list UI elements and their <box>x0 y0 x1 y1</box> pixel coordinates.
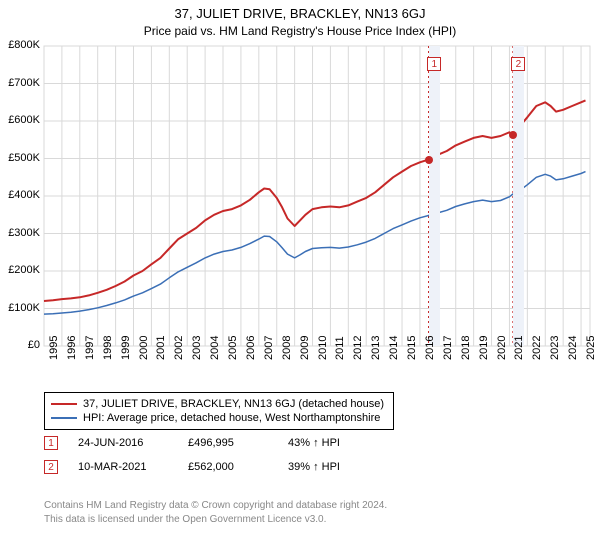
legend-item: 37, JULIET DRIVE, BRACKLEY, NN13 6GJ (de… <box>51 397 387 411</box>
x-tick-label: 2024 <box>567 352 579 360</box>
sale-price: £562,000 <box>188 461 288 473</box>
sale-delta: 39% ↑ HPI <box>288 461 378 473</box>
x-tick-label: 2001 <box>155 352 167 360</box>
footer-line-1: Contains HM Land Registry data © Crown c… <box>44 499 387 513</box>
plot-svg <box>44 46 590 346</box>
x-tick-label: 2014 <box>388 352 400 360</box>
x-tick-label: 1997 <box>84 352 96 360</box>
sale-row: 2 10-MAR-2021£562,00039% ↑ HPI <box>44 460 378 474</box>
y-tick-label: £700K <box>0 77 40 89</box>
x-tick-label: 2025 <box>585 352 597 360</box>
sale-dot <box>425 156 433 164</box>
sale-dot <box>509 131 517 139</box>
x-tick-label: 2021 <box>513 352 525 360</box>
x-tick-label: 2010 <box>317 352 329 360</box>
legend-label: 37, JULIET DRIVE, BRACKLEY, NN13 6GJ (de… <box>83 398 384 410</box>
sale-marker-inline: 1 <box>44 436 58 450</box>
x-tick-label: 2016 <box>424 352 436 360</box>
x-tick-label: 1999 <box>120 352 132 360</box>
legend-swatch <box>51 417 77 419</box>
sale-marker-2: 2 <box>511 57 525 71</box>
plot-area: 12 <box>44 46 590 346</box>
x-tick-label: 2006 <box>245 352 257 360</box>
x-tick-label: 2007 <box>263 352 275 360</box>
legend-item: HPI: Average price, detached house, West… <box>51 411 387 425</box>
legend-box: 37, JULIET DRIVE, BRACKLEY, NN13 6GJ (de… <box>44 392 394 430</box>
chart-subtitle: Price paid vs. HM Land Registry's House … <box>0 21 600 38</box>
x-tick-label: 2002 <box>173 352 185 360</box>
sale-row: 1 24-JUN-2016£496,99543% ↑ HPI <box>44 436 378 450</box>
y-tick-label: £200K <box>0 264 40 276</box>
x-tick-label: 2009 <box>299 352 311 360</box>
sale-marker-inline: 2 <box>44 460 58 474</box>
y-tick-label: £500K <box>0 152 40 164</box>
x-tick-label: 2012 <box>352 352 364 360</box>
x-tick-label: 2022 <box>531 352 543 360</box>
highlight-band <box>429 46 440 346</box>
x-tick-label: 1998 <box>102 352 114 360</box>
sale-date: 24-JUN-2016 <box>78 437 188 449</box>
sale-delta: 43% ↑ HPI <box>288 437 378 449</box>
x-tick-label: 2003 <box>191 352 203 360</box>
y-tick-label: £800K <box>0 39 40 51</box>
x-tick-label: 2005 <box>227 352 239 360</box>
x-tick-label: 2019 <box>478 352 490 360</box>
x-tick-label: 2017 <box>442 352 454 360</box>
x-tick-label: 2018 <box>460 352 472 360</box>
x-tick-label: 2023 <box>549 352 561 360</box>
highlight-band <box>513 46 524 346</box>
y-tick-label: £100K <box>0 302 40 314</box>
chart-container: 37, JULIET DRIVE, BRACKLEY, NN13 6GJ Pri… <box>0 0 600 560</box>
x-tick-label: 1996 <box>66 352 78 360</box>
legend-swatch <box>51 403 77 405</box>
x-tick-label: 2004 <box>209 352 221 360</box>
x-tick-label: 2020 <box>496 352 508 360</box>
y-tick-label: £400K <box>0 189 40 201</box>
x-tick-label: 2011 <box>334 352 346 360</box>
chart-title: 37, JULIET DRIVE, BRACKLEY, NN13 6GJ <box>0 0 600 21</box>
legend-label: HPI: Average price, detached house, West… <box>83 412 380 424</box>
y-tick-label: £600K <box>0 114 40 126</box>
x-tick-label: 2013 <box>370 352 382 360</box>
sale-date: 10-MAR-2021 <box>78 461 188 473</box>
x-tick-label: 1995 <box>48 352 60 360</box>
sale-price: £496,995 <box>188 437 288 449</box>
footer-line-2: This data is licensed under the Open Gov… <box>44 513 387 527</box>
x-tick-label: 2000 <box>138 352 150 360</box>
x-tick-label: 2008 <box>281 352 293 360</box>
sale-marker-1: 1 <box>427 57 441 71</box>
y-tick-label: £0 <box>0 339 40 351</box>
sales-table: 1 24-JUN-2016£496,99543% ↑ HPI 2 10-MAR-202… <box>44 436 378 484</box>
y-tick-label: £300K <box>0 227 40 239</box>
footer-note: Contains HM Land Registry data © Crown c… <box>44 493 387 526</box>
x-tick-label: 2015 <box>406 352 418 360</box>
